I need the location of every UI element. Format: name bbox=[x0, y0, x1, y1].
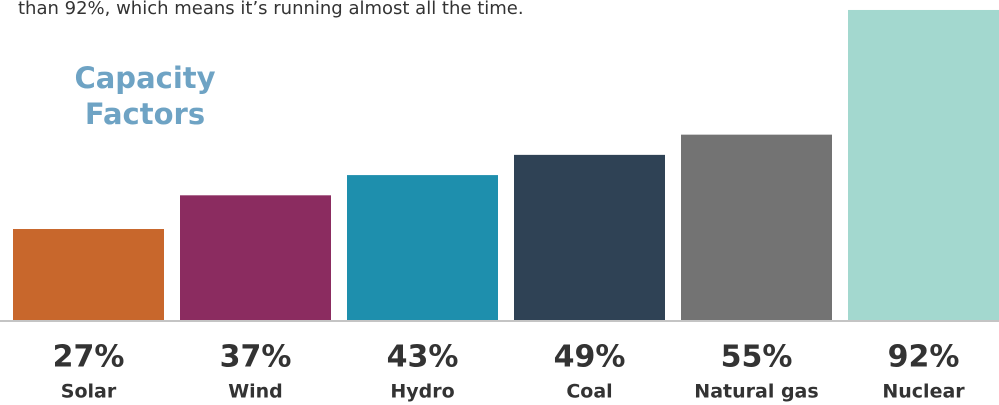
bar bbox=[681, 135, 832, 320]
value-label: 27% bbox=[53, 340, 125, 375]
bar bbox=[13, 229, 164, 320]
chart: 27% Solar 37% Wind 43% Hydro 49% Coal 55% Natural… bbox=[0, 0, 999, 405]
category-label: Solar bbox=[61, 381, 117, 403]
bar bbox=[347, 175, 498, 320]
page: than 92%, which means it’s running almos… bbox=[0, 0, 999, 405]
value-label: 37% bbox=[220, 340, 292, 375]
value-label: 49% bbox=[554, 340, 626, 375]
category-label: Natural gas bbox=[694, 381, 818, 403]
bar bbox=[848, 10, 999, 320]
bar bbox=[514, 155, 665, 320]
value-label: 43% bbox=[387, 340, 459, 375]
value-label: 55% bbox=[721, 340, 793, 375]
category-label: Nuclear bbox=[882, 381, 965, 403]
value-label: 92% bbox=[888, 340, 960, 375]
bar bbox=[180, 195, 331, 320]
category-label: Hydro bbox=[390, 381, 454, 403]
category-label: Coal bbox=[566, 381, 612, 403]
category-label: Wind bbox=[228, 381, 283, 403]
